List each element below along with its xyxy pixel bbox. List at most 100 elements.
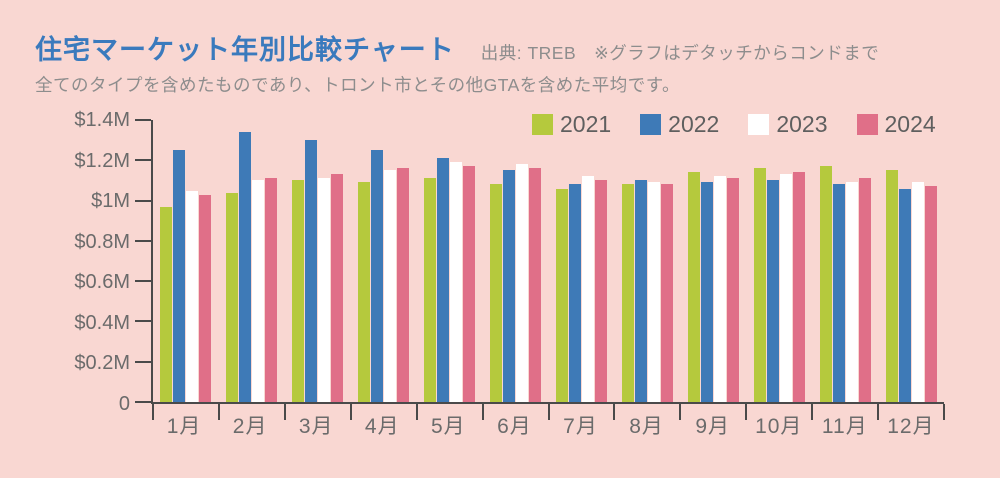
x-axis-tick: [613, 404, 616, 420]
x-axis-tick: [349, 404, 352, 420]
y-axis-tick: [135, 119, 151, 121]
bar-2024-month-1: [199, 194, 212, 402]
bar-group-month-1: [153, 120, 219, 402]
legend-label-2023: 2023: [776, 111, 828, 137]
bar-group-month-7: [549, 120, 615, 402]
bar-2022-month-5: [437, 158, 450, 402]
chart-title: 住宅マーケット年別比較チャート: [35, 35, 455, 65]
legend-swatch-2021-icon: [532, 114, 553, 135]
bar-2024-month-3: [331, 174, 344, 402]
bar-2024-month-2: [265, 178, 278, 402]
legend-swatch-2024-icon: [856, 114, 878, 135]
bar-group-month-2: [219, 120, 285, 402]
legend-swatch-2023-icon: [748, 114, 770, 135]
source-note: 出典: TREB ※グラフはデタッチからコンドまで: [480, 43, 880, 63]
bar-group-month-11: [812, 120, 878, 402]
bar-2023-month-10: [779, 174, 792, 402]
x-axis-tick: [217, 404, 220, 420]
bar-2023-month-5: [450, 162, 463, 402]
x-axis-label-month-1: 1月: [166, 415, 202, 438]
bar-2024-month-6: [529, 168, 542, 402]
bar-2022-month-9: [700, 182, 713, 402]
bar-2021-month-8: [621, 184, 634, 402]
y-axis-tick: [135, 360, 151, 363]
y-axis-label: $0.8M: [74, 230, 130, 253]
bar-2021-month-11: [819, 166, 832, 402]
x-axis-label-month-5: 5月: [431, 415, 466, 438]
x-axis-tick: [415, 404, 418, 420]
bar-2023-month-2: [252, 180, 265, 402]
bar-2021-month-1: [160, 206, 173, 402]
y-axis-tick: [135, 239, 151, 242]
bar-2021-month-10: [753, 168, 766, 402]
bar-2023-month-8: [647, 182, 660, 402]
bar-2022-month-3: [305, 140, 318, 402]
bar-group-month-4: [351, 120, 417, 402]
x-axis-tick: [547, 404, 550, 420]
bar-2023-month-12: [911, 182, 924, 402]
bar-2021-month-6: [490, 184, 503, 402]
bar-2024-month-8: [660, 184, 673, 402]
x-axis-label-month-8: 8月: [629, 415, 664, 438]
bar-2024-month-5: [463, 166, 476, 402]
bar-2023-month-7: [581, 176, 594, 402]
x-axis-label-month-12: 12月: [887, 415, 935, 438]
x-axis-label-month-4: 4月: [364, 415, 400, 438]
bar-2022-month-10: [766, 180, 779, 402]
x-axis-tick: [679, 404, 682, 420]
bar-2021-month-12: [885, 170, 898, 402]
x-axis-tick: [943, 404, 945, 420]
x-axis-tick: [481, 404, 484, 420]
x-axis-label-month-2: 2月: [232, 415, 268, 438]
bar-group-month-6: [483, 120, 549, 402]
bar-2021-month-3: [292, 180, 305, 402]
bar-group-month-12: [878, 120, 944, 402]
bar-2023-month-11: [845, 182, 858, 402]
bar-2024-month-9: [726, 178, 739, 402]
legend-label-2022: 2022: [668, 111, 720, 137]
bar-2024-month-7: [594, 180, 607, 402]
y-axis-label: $0.4M: [74, 311, 130, 334]
x-axis-tick: [283, 404, 286, 420]
y-axis-label: 0: [118, 393, 130, 415]
bar-group-month-5: [417, 120, 483, 402]
bar-2022-month-8: [634, 180, 647, 402]
legend-item-2023: 2023: [748, 111, 828, 137]
legend-item-2024: 2024: [856, 111, 936, 137]
bar-groups: [153, 120, 944, 402]
bar-2022-month-7: [568, 184, 581, 402]
legend-label-2024: 2024: [884, 111, 936, 137]
chart-subtitle: 全てのタイプを含めたものであり、トロント市とその他GTAを含めた平均です。: [35, 75, 681, 95]
bar-2021-month-5: [424, 178, 437, 402]
y-axis-tick: [135, 320, 151, 323]
y-axis-tick: [135, 401, 151, 403]
y-axis-label: $0.2M: [74, 352, 130, 375]
bar-2024-month-10: [792, 172, 805, 402]
x-axis-tick: [877, 404, 880, 420]
bar-2021-month-2: [226, 192, 239, 402]
bar-2021-month-9: [687, 172, 700, 402]
bar-2022-month-6: [503, 170, 516, 402]
x-axis-tick: [811, 404, 814, 420]
bar-2024-month-12: [924, 186, 937, 402]
x-axis-label-month-9: 9月: [695, 415, 730, 438]
bar-2023-month-4: [384, 170, 397, 402]
x-axis-tick: [152, 404, 154, 420]
y-axis-tick: [135, 199, 151, 202]
bar-2023-month-3: [318, 178, 331, 402]
bar-group-month-3: [285, 120, 351, 402]
legend-item-2022: 2022: [640, 113, 719, 136]
x-axis-label-month-6: 6月: [497, 415, 532, 438]
x-axis-label-month-11: 11月: [821, 415, 868, 438]
bar-group-month-10: [746, 120, 812, 402]
y-axis-tick: [135, 280, 151, 283]
legend-swatch-2022-icon: [640, 114, 662, 135]
x-axis-label-month-7: 7月: [563, 415, 598, 438]
legend-item-2021: 2021: [532, 113, 611, 136]
y-axis-label: $1.4M: [74, 109, 130, 131]
bar-2023-month-1: [186, 190, 199, 402]
bar-2022-month-4: [371, 150, 384, 402]
bar-2022-month-1: [173, 150, 186, 402]
header: 住宅マーケット年別比較チャート 出典: TREB ※グラフはデタッチからコンドま…: [35, 28, 879, 67]
